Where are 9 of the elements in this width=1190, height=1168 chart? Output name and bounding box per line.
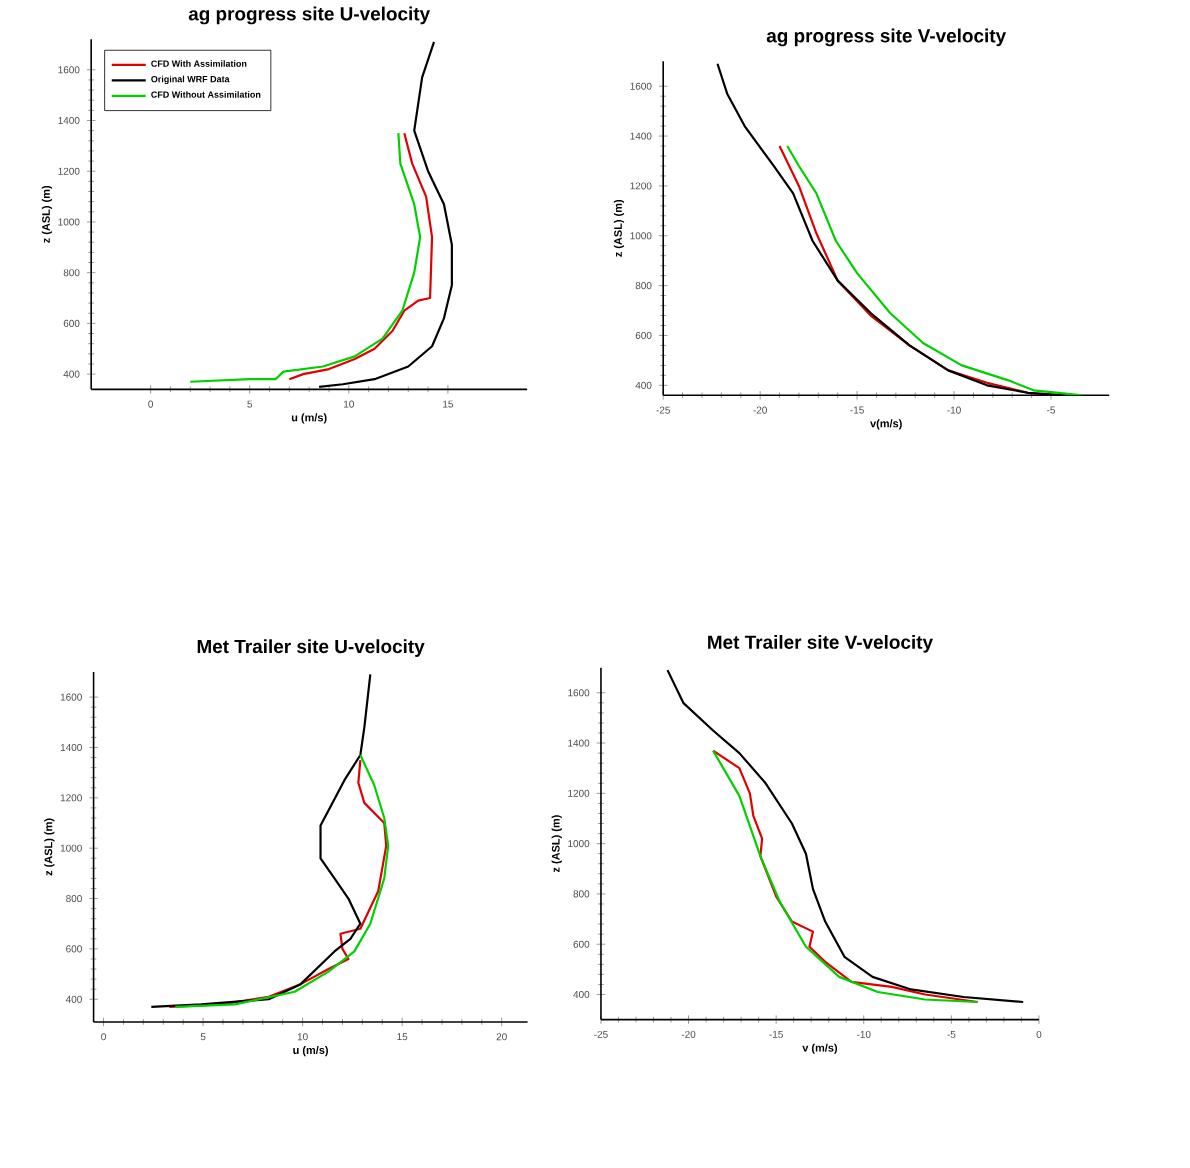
line-series [666,669,1025,1004]
chart-title: Met Trailer site U-velocity [197,639,425,657]
chart-title: ag progress site U-velocity [188,6,431,25]
line-series [150,673,372,1008]
line-series [711,749,979,1004]
line-series [189,132,422,383]
line-series [288,132,434,381]
chart-title: Met Trailer site V-velocity [708,634,933,653]
chart-title: ag progress site V-velocity [766,28,1007,47]
